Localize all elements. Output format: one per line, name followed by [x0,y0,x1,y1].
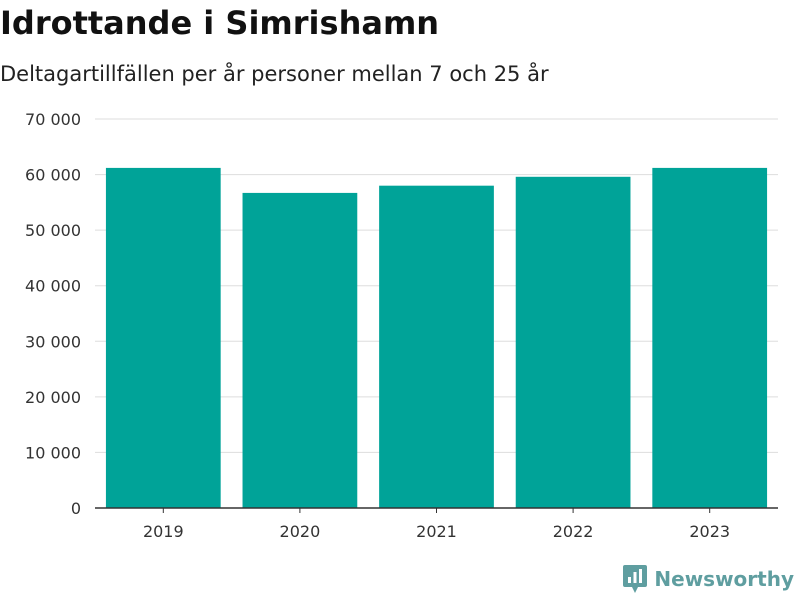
brand-logo: Newsworthy [622,562,794,596]
brand-name: Newsworthy [654,567,794,591]
newsworthy-logo-icon [623,565,648,593]
bar-2019 [105,167,221,508]
chart-subtitle: Deltagartillfällen per år personer mella… [0,62,549,86]
bars [105,167,768,508]
y-tick-label: 20 000 [25,388,81,407]
y-tick-label: 60 000 [25,166,81,185]
y-tick-label: 70 000 [25,110,81,129]
x-tick-label: 2021 [416,522,457,541]
bar-2022 [515,176,631,508]
y-axis-tick-labels: 0 10 000 20 000 30 000 40 000 50 000 60 000 70 … [25,110,81,518]
y-tick-label: 10 000 [25,443,81,462]
chart-title: Idrottande i Simrishamn [0,4,440,42]
bar-2020 [242,192,358,508]
x-tick-label: 2023 [689,522,730,541]
y-tick-label: 50 000 [25,221,81,240]
y-tick-label: 0 [71,499,81,518]
bar-2021 [379,185,494,508]
bar-2023 [652,167,768,508]
x-axis-tick-labels: 2019 2020 2021 2022 2023 [143,508,730,541]
y-tick-label: 30 000 [25,332,81,351]
x-tick-label: 2019 [143,522,184,541]
x-tick-label: 2022 [553,522,594,541]
x-tick-label: 2020 [280,522,321,541]
y-tick-label: 40 000 [25,277,81,296]
